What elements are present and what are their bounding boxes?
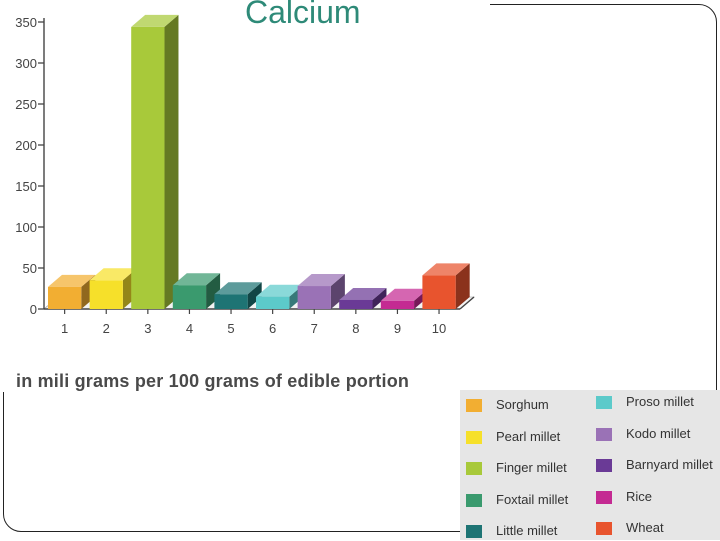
bar-side [164,14,179,309]
x-tick-label: 1 [61,321,68,336]
bar-side [372,287,387,309]
bar-top [297,274,345,287]
bar [297,286,331,309]
bar [380,300,415,309]
bar-side [247,282,262,309]
y-tick-label: 250 [15,97,37,112]
legend-label: Little millet [496,523,558,538]
bar-side [206,273,221,309]
legend-label: Finger millet [496,460,567,475]
legend-label: Foxtail millet [496,491,569,507]
bar [89,280,123,309]
chart-area: 0 50 100 150 200 250 300 350 1 2 3 4 5 6 7 8 9 10 Calcium… [0,0,490,392]
legend-label: Sorghum [496,397,549,412]
y-tick-label: 300 [15,56,37,71]
legend-label: Wheat [626,520,664,535]
legend-swatch [466,493,482,507]
legend-swatch [596,427,612,441]
bar [256,296,290,309]
bar-top [214,282,262,295]
x-tick-label: 7 [311,321,318,336]
bar-top [339,287,387,300]
x-tick-label: 10 [432,321,446,336]
bar [214,294,248,309]
chart-subtitle: in mili grams per 100 grams of edible po… [16,371,410,391]
y-tick-label: 50 [23,261,37,276]
y-tick-label: 0 [30,302,37,317]
legend-swatch [596,459,612,472]
y-tick-label: 350 [15,15,37,30]
legend-swatch [466,525,482,538]
legend-label: Rice [626,488,653,504]
bar [172,285,207,309]
bar [422,275,456,309]
x-axis-depth-line [459,296,475,310]
x-tick-label: 3 [144,321,151,336]
legend-swatch [466,399,482,412]
legend-swatch [466,462,482,475]
legend-swatch [466,430,482,444]
bar-top [48,274,96,287]
x-tick-label: 8 [352,321,359,336]
legend-label: Proso millet [626,394,694,409]
bar-chart: 0 50 100 150 200 250 300 350 1 2 3 4 5 6 7 8 9 10 [15,14,475,336]
bar-side [330,274,345,309]
bar-side [455,263,470,309]
legend-label: Pearl millet [496,428,561,444]
legend-label: Kodo millet [626,425,691,441]
chart-legend: Sorghum Pearl millet Finger millet Foxtail … [460,390,720,540]
bar [48,286,82,309]
bar-top [380,288,429,301]
bar-top [89,268,137,281]
bar-top [422,263,470,276]
legend-swatch [596,396,612,409]
y-tick-label: 100 [15,220,37,235]
x-tick-label: 9 [394,321,401,336]
bar-top [131,14,179,27]
x-tick-label: 5 [227,321,234,336]
x-tick-label: 2 [103,321,110,336]
legend-swatch [596,490,612,504]
bar [131,26,165,309]
x-tick-label: 6 [269,321,276,336]
legend-swatch [596,522,612,535]
chart-title: Calcium [245,0,361,30]
bar-top [172,273,221,286]
legend-label: Barnyard millet [626,457,713,472]
y-tick-label: 200 [15,138,37,153]
bar-top [256,284,304,297]
y-tick-label: 150 [15,179,37,194]
bar [339,299,373,309]
x-tick-label: 4 [186,321,193,336]
